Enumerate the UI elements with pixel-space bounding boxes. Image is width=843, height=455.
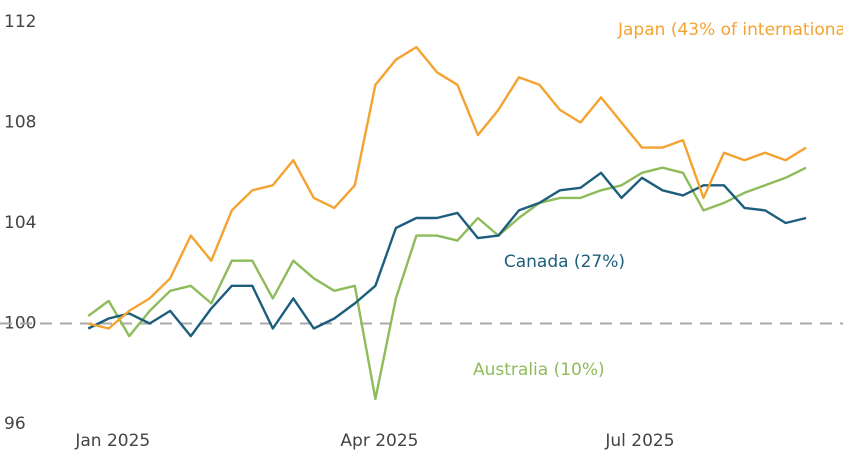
y-tick-label: 112 (4, 12, 36, 32)
x-tick-label: Jan 2025 (74, 431, 150, 451)
series-line (87, 45, 807, 330)
series-label: Canada (27%) (504, 252, 625, 272)
series-line (87, 171, 807, 338)
y-tick-label: 96 (4, 414, 26, 434)
x-tick-label: Apr 2025 (340, 431, 418, 451)
y-tick-label: 108 (4, 113, 36, 133)
x-tick-label: Jul 2025 (604, 431, 674, 451)
y-tick-label: 104 (4, 213, 36, 233)
series-line (87, 166, 807, 401)
series-label: Australia (10%) (473, 360, 605, 380)
series-label: Japan (43% of international visitors) (617, 20, 843, 40)
